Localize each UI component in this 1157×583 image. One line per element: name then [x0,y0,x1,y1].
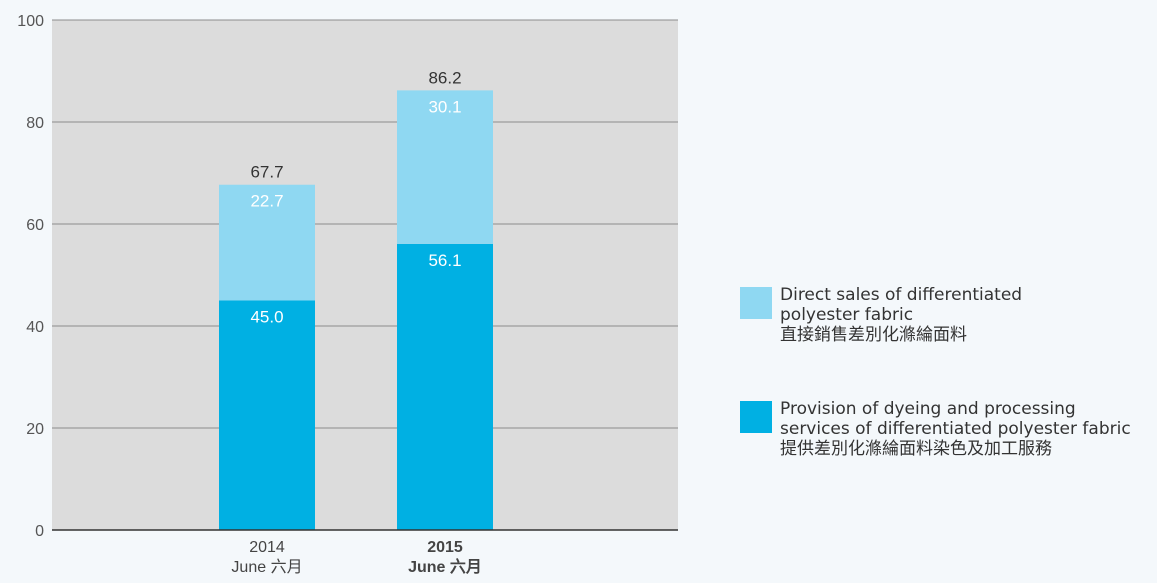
x-tick-label: 2014 [249,539,285,556]
x-tick-sublabel: June 六月 [408,557,482,576]
bar-segment [219,300,315,530]
y-tick-label: 100 [17,13,44,30]
legend-label-en-2: services of differentiated polyester fab… [780,419,1131,439]
data-label: 45.0 [250,308,283,327]
y-tick-label: 20 [26,421,44,438]
data-label: 30.1 [428,97,461,116]
stacked-bar-chart: 0 20 40 60 80 100 45.0 22.7 67.7 2014 June 六月 56.1 3… [17,13,678,576]
legend-label-zh: 提供差別化滌綸面料染色及加工服務 [780,439,1052,459]
bar-segment [219,184,315,301]
legend-label-en-1: Provision of dyeing and processing [780,399,1076,419]
x-tick-sublabel: June 六月 [231,558,302,576]
y-tick-label: 0 [35,523,44,540]
total-label: 67.7 [250,163,283,182]
bar-segment [397,90,493,244]
legend-label-en-1: Direct sales of differentiated [780,285,1023,305]
bar-segment [397,243,493,530]
legend-swatch-direct-sales [740,287,772,319]
data-label: 22.7 [250,192,283,211]
x-tick-label: 2015 [427,539,463,556]
legend-swatch-dyeing-services [740,401,772,433]
y-tick-label: 40 [26,319,44,336]
total-label: 86.2 [428,68,461,87]
data-label: 56.1 [428,251,461,270]
plot-area [52,20,678,530]
y-tick-label: 60 [26,217,44,234]
y-tick-label: 80 [26,115,44,132]
legend-label-en-2: polyester fabric [780,305,914,325]
legend-label-zh: 直接銷售差別化滌綸面料 [780,325,967,345]
